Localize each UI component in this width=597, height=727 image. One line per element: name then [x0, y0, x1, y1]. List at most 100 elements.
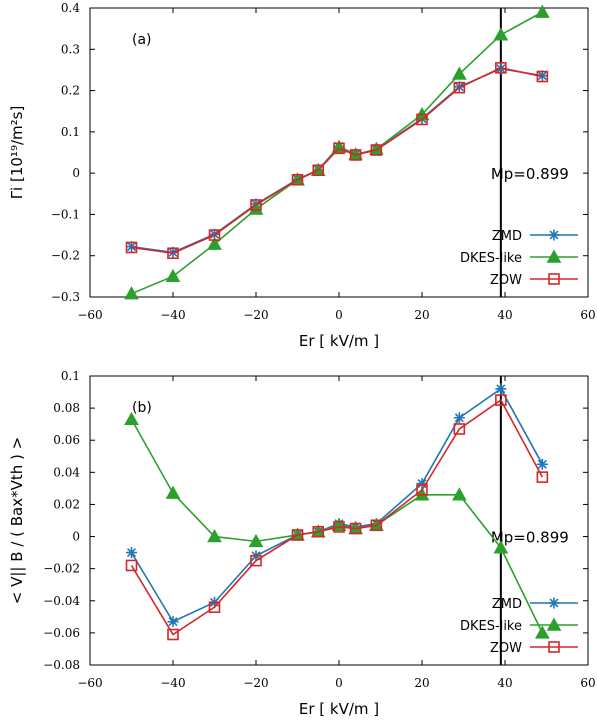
- data-point: [207, 236, 222, 250]
- data-point: [535, 625, 550, 639]
- data-point: [495, 62, 507, 74]
- data-point: [416, 478, 428, 490]
- y-tick-label: −0.08: [43, 658, 80, 672]
- y-tick-label: −0.1: [51, 207, 80, 221]
- data-point: [349, 522, 362, 535]
- legend-label: ZOW: [490, 641, 522, 656]
- x-tick-label: 60: [580, 308, 595, 322]
- x-tick-label: 0: [335, 676, 343, 690]
- data-point: [124, 286, 139, 300]
- legend-marker: [548, 597, 560, 609]
- y-tick-label: −0.3: [51, 290, 80, 304]
- x-tick-label: 60: [580, 676, 595, 690]
- data-point: [250, 554, 262, 567]
- data-point: [493, 540, 509, 554]
- y-tick-label: 0.02: [53, 497, 80, 511]
- x-tick-label: 0: [335, 308, 343, 322]
- data-point: [312, 525, 325, 538]
- data-point: [536, 471, 549, 483]
- data-point: [452, 487, 467, 501]
- series-zmd: [126, 63, 548, 258]
- vertical-marker-label: Mp=0.899: [491, 529, 569, 547]
- x-tick-label: −60: [77, 308, 102, 322]
- legend-marker: [546, 617, 562, 631]
- x-tick-label: −40: [160, 676, 185, 690]
- y-tick-label: −0.04: [43, 594, 80, 608]
- x-axis-label: Er [ kV/m ]: [299, 700, 379, 718]
- panel-label: (a): [132, 32, 152, 48]
- data-point: [536, 70, 548, 82]
- y-tick-label: −0.06: [43, 626, 80, 640]
- panel-a: −60 −40 −20 0 20 40 60 −0.3 −0.2 −0.1 0 0.1 0.2 0.3 0.…: [8, 1, 596, 350]
- data-point: [370, 144, 383, 156]
- data-point: [124, 411, 139, 426]
- data-point: [452, 66, 467, 80]
- data-point: [165, 485, 181, 499]
- series-zow: [125, 394, 549, 641]
- data-point: [453, 423, 466, 435]
- series-zow: [125, 62, 549, 260]
- series-line: [131, 67, 543, 254]
- data-point: [453, 81, 466, 94]
- y-axis-label: Γi [10¹⁹/m²s]: [8, 106, 26, 200]
- y-tick-label: 0.1: [61, 125, 80, 139]
- x-tick-label: 40: [497, 676, 512, 690]
- y-tick-label: 0.2: [61, 84, 80, 98]
- y-tick-label: 0.08: [53, 401, 80, 415]
- data-point: [416, 484, 428, 496]
- data-point: [291, 173, 304, 186]
- legend-label: ZMD: [492, 229, 522, 244]
- data-point: [248, 201, 264, 215]
- legend-label: ZOW: [490, 273, 522, 288]
- legend-marker: [548, 229, 560, 241]
- x-tick-label: −20: [243, 308, 268, 322]
- data-point: [536, 70, 549, 83]
- data-point: [536, 458, 548, 470]
- x-tick-label: 20: [414, 676, 429, 690]
- data-point: [370, 519, 383, 532]
- data-point: [208, 229, 221, 241]
- data-point: [207, 529, 222, 543]
- series-zmd: [126, 383, 548, 628]
- series-line: [130, 387, 544, 623]
- data-point: [126, 547, 137, 559]
- data-point: [208, 601, 221, 614]
- data-point: [495, 394, 507, 406]
- legend-label: DKES-like: [460, 619, 522, 634]
- data-point: [312, 164, 325, 177]
- data-point: [126, 241, 137, 253]
- series-line: [131, 67, 543, 255]
- legend-label: DKES-like: [460, 251, 522, 266]
- vertical-marker-label: Mp=0.899: [491, 165, 569, 183]
- legend: ZMD DKES-like ZOW: [460, 597, 578, 656]
- series-dkes-like: [124, 411, 550, 639]
- y-tick-label: −0.02: [43, 562, 80, 576]
- data-point: [167, 247, 179, 260]
- data-point: [165, 268, 181, 283]
- y-tick-label: −0.2: [51, 249, 80, 263]
- x-axis-label: Er [ kV/m ]: [299, 332, 379, 350]
- x-tick-label: 20: [414, 308, 429, 322]
- data-point: [333, 521, 345, 533]
- data-point: [349, 149, 362, 161]
- data-point: [495, 383, 507, 395]
- panel-label: (b): [132, 400, 152, 416]
- data-point: [291, 529, 304, 541]
- y-tick-label: 0.4: [61, 1, 80, 15]
- data-point: [167, 628, 179, 641]
- y-tick-label: 0: [72, 166, 80, 180]
- data-point: [250, 199, 262, 211]
- data-point: [125, 241, 138, 254]
- y-tick-label: 0.1: [61, 369, 80, 383]
- legend-marker: [548, 273, 560, 285]
- y-axis-label: < V|| B / ( Bax*Vth ) >: [8, 437, 26, 604]
- data-point: [493, 27, 509, 41]
- data-point: [125, 559, 138, 572]
- legend-label: ZMD: [492, 597, 522, 612]
- panel-b: −60 −40 −20 0 20 40 60 −0.08 −0.06 −0.04 −0.02 0 0.0…: [8, 369, 596, 718]
- data-point: [167, 616, 179, 628]
- data-point: [333, 142, 345, 155]
- data-point: [453, 412, 465, 424]
- x-tick-label: −40: [160, 308, 185, 322]
